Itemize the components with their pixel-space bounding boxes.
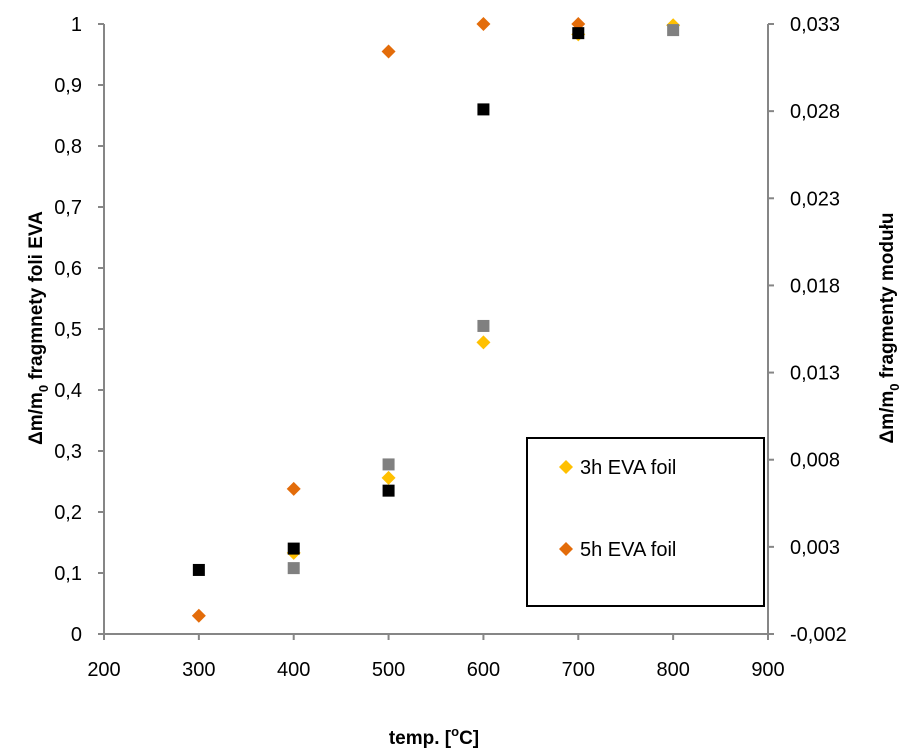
- data-point: [191, 608, 206, 623]
- data-point: [381, 470, 396, 485]
- y-left-tick-label: 0,6: [54, 258, 82, 280]
- y-right-tick-label: 0,023: [790, 188, 840, 210]
- x-tick-label: 600: [467, 659, 500, 681]
- y-left-tick-label: 0,8: [54, 136, 82, 158]
- data-point: [572, 27, 585, 40]
- x-tick-label: 500: [372, 659, 405, 681]
- y-left-tick-label: 1: [71, 14, 82, 36]
- x-tick-label: 200: [87, 659, 120, 681]
- data-point: [286, 481, 301, 496]
- y-left-tick-label: 0,2: [54, 502, 82, 524]
- y-axis-right-title: Δm/m0 fragmenty modułu: [877, 213, 901, 444]
- data-point: [476, 335, 491, 350]
- legend-marker: [559, 460, 573, 474]
- x-tick-label: 900: [751, 659, 784, 681]
- y-left-tick-label: 0,7: [54, 197, 82, 219]
- series-4: [192, 27, 585, 576]
- legend-label: 3h EVA foil: [580, 457, 676, 479]
- y-right-tick-label: 0,013: [790, 363, 840, 385]
- data-point: [476, 17, 491, 31]
- data-point: [477, 103, 490, 116]
- axes: [98, 23, 774, 640]
- data-point: [667, 24, 680, 37]
- data-point: [382, 458, 395, 471]
- y-left-tick-label: 0,1: [54, 563, 82, 585]
- x-tick-label: 300: [182, 659, 215, 681]
- legend-label: 5h EVA foil: [580, 539, 676, 561]
- data-point: [381, 44, 396, 59]
- x-tick-label: 700: [562, 659, 595, 681]
- y-right-tick-label: 0,033: [790, 14, 840, 36]
- x-tick-label: 800: [656, 659, 689, 681]
- x-tick-label: 400: [277, 659, 310, 681]
- y-left-tick-label: 0,9: [54, 75, 82, 97]
- y-right-tick-label: 0,003: [790, 537, 840, 559]
- y-axis-left-title: Δm/m0 fragmnety foli EVA: [26, 211, 51, 445]
- y-left-tick-label: 0,4: [54, 380, 82, 402]
- data-point: [287, 542, 300, 555]
- y-left-tick-label: 0,3: [54, 441, 82, 463]
- series-3: [287, 24, 680, 575]
- x-axis-title: temp. [oC]: [389, 724, 479, 749]
- y-right-tick-label: -0,002: [790, 624, 847, 646]
- y-left-tick-label: 0: [71, 624, 82, 646]
- legend-marker: [559, 542, 573, 556]
- legend: 3h EVA foil 5h EVA foil: [526, 437, 765, 607]
- data-point: [382, 484, 395, 497]
- data-point: [477, 319, 490, 332]
- y-right-tick-label: 0,028: [790, 101, 840, 123]
- data-point: [287, 562, 300, 575]
- y-right-tick-label: 0,008: [790, 450, 840, 472]
- data-point: [192, 563, 205, 576]
- y-left-tick-label: 0,5: [54, 319, 82, 341]
- data-points: [191, 17, 681, 623]
- y-right-tick-label: 0,018: [790, 275, 840, 297]
- tick-labels: 200 300 400 500 600 700 800 900 0 0,1 0,2 0,3 0,4 0,5…: [54, 14, 847, 681]
